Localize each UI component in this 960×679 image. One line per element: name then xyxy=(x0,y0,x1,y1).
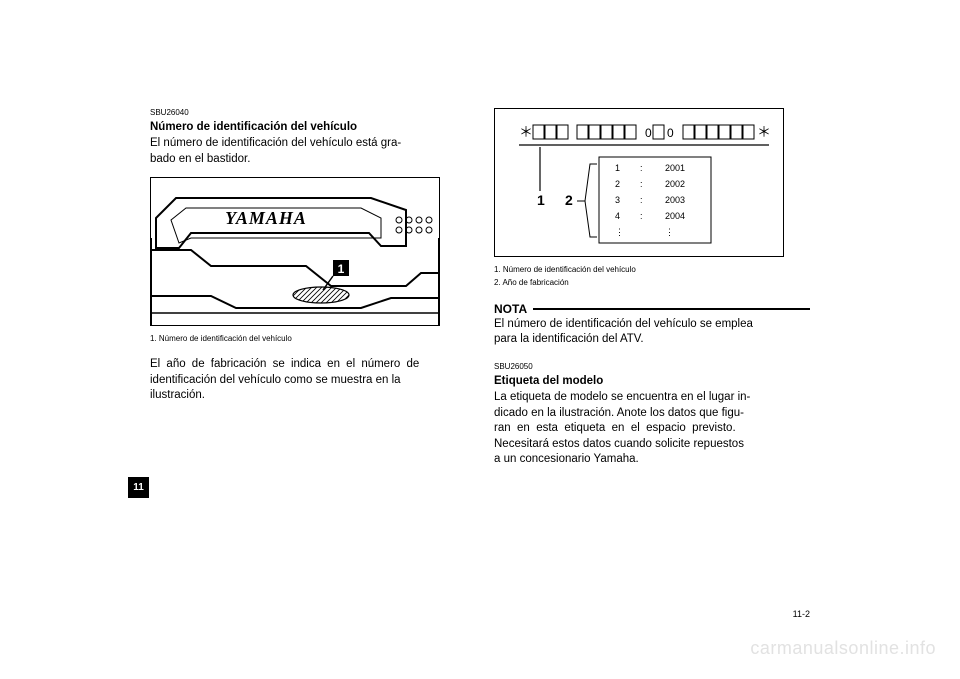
yr-c-1: : xyxy=(640,179,643,189)
caption-2a: 1. Número de identificación del vehículo xyxy=(494,265,810,276)
yr-k-4: ⋮ xyxy=(615,227,624,237)
para-3c: ran en esta etiqueta en el espacio previ… xyxy=(494,421,810,437)
caption-1: 1. Número de identificación del vehículo xyxy=(150,334,466,345)
figure-1: YAMAHA xyxy=(150,177,440,326)
figure-1-svg: YAMAHA xyxy=(151,178,439,325)
nota-header: NOTA xyxy=(494,301,810,317)
doc-code-1: SBU26040 xyxy=(150,108,466,119)
caption-2b: 2. Año de fabricación xyxy=(494,278,810,289)
para-3b: dicado en la ilustración. Anote los dato… xyxy=(494,406,810,422)
yr-v-2: 2003 xyxy=(665,195,685,205)
yr-c-3: : xyxy=(640,211,643,221)
para-3a: La etiqueta de modelo se encuentra en el… xyxy=(494,390,810,406)
yr-k-1: 2 xyxy=(615,179,620,189)
yr-k-0: 1 xyxy=(615,163,620,173)
heading-1: Número de identificación del vehículo xyxy=(150,120,466,136)
vin-zero-1: 0 xyxy=(645,126,652,140)
doc-code-2: SBU26050 xyxy=(494,362,810,373)
para-2c: ilustración. xyxy=(150,388,466,404)
para-3e: a un concesionario Yamaha. xyxy=(494,452,810,468)
right-column: ＊ 0 xyxy=(494,108,810,468)
vin-star-left: ＊ xyxy=(519,124,533,140)
two-column-layout: SBU26040 Número de identificación del ve… xyxy=(0,0,960,468)
para-2a: El año de fabricación se indica en el nú… xyxy=(150,357,466,373)
nota-line xyxy=(533,308,810,310)
yr-v-0: 2001 xyxy=(665,163,685,173)
yamaha-logo: YAMAHA xyxy=(225,208,307,228)
yr-v-4: ⋮ xyxy=(665,227,674,237)
para-3d: Necesitará estos datos cuando solicite r… xyxy=(494,437,810,453)
para-2b: identificación del vehículo como se mues… xyxy=(150,373,466,389)
heading-2: Etiqueta del modelo xyxy=(494,374,810,390)
vin-zero-2: 0 xyxy=(667,126,674,140)
yr-v-3: 2004 xyxy=(665,211,685,221)
figure-1-label-1: 1 xyxy=(338,262,345,276)
vin-star-right: ＊ xyxy=(757,124,771,140)
spacer xyxy=(494,348,810,362)
yr-k-3: 4 xyxy=(615,211,620,221)
watermark: carmanualsonline.info xyxy=(750,638,936,659)
chapter-tab: 11 xyxy=(128,477,149,498)
left-column: SBU26040 Número de identificación del ve… xyxy=(150,108,466,468)
nota-a: El número de identificación del vehículo… xyxy=(494,317,810,333)
figure-2-svg: ＊ 0 xyxy=(495,109,783,256)
para-1b: bado en el bastidor. xyxy=(150,152,466,168)
yr-v-1: 2002 xyxy=(665,179,685,189)
nota-b: para la identificación del ATV. xyxy=(494,332,810,348)
yr-c-2: : xyxy=(640,195,643,205)
nota-label: NOTA xyxy=(494,301,527,317)
figure-2-label-1: 1 xyxy=(537,192,545,208)
yr-k-2: 3 xyxy=(615,195,620,205)
figure-2-label-2: 2 xyxy=(565,192,573,208)
yr-c-0: : xyxy=(640,163,643,173)
para-1a: El número de identificación del vehículo… xyxy=(150,136,466,152)
figure-2: ＊ 0 xyxy=(494,108,784,257)
page-number: 11-2 xyxy=(793,609,810,619)
page-root: SBU26040 Número de identificación del ve… xyxy=(0,0,960,679)
